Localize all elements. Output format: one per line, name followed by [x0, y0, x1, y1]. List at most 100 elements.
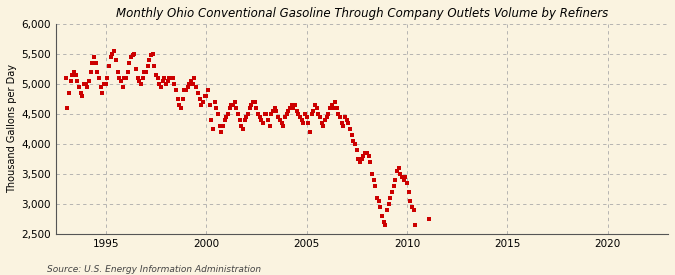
Point	[261, 112, 272, 116]
Point	[129, 52, 140, 56]
Point	[109, 49, 119, 53]
Point	[226, 103, 237, 107]
Point	[184, 82, 195, 86]
Point	[74, 85, 84, 89]
Point	[124, 61, 134, 65]
Point	[95, 85, 106, 89]
Point	[149, 64, 160, 68]
Point	[387, 190, 398, 194]
Point	[406, 205, 417, 209]
Point	[331, 106, 342, 110]
Point	[358, 154, 369, 158]
Point	[308, 109, 319, 113]
Point	[325, 106, 335, 110]
Point	[174, 103, 185, 107]
Point	[151, 73, 161, 77]
Point	[252, 112, 263, 116]
Point	[355, 160, 366, 164]
Point	[82, 85, 92, 89]
Point	[217, 124, 228, 128]
Point	[65, 79, 76, 83]
Point	[353, 157, 364, 161]
Point	[154, 82, 165, 86]
Point	[236, 124, 247, 128]
Point	[159, 76, 170, 80]
Point	[335, 115, 346, 119]
Point	[283, 109, 294, 113]
Point	[371, 196, 382, 200]
Point	[410, 223, 421, 227]
Point	[348, 139, 359, 143]
Point	[224, 106, 235, 110]
Point	[291, 109, 302, 113]
Point	[321, 115, 332, 119]
Point	[258, 121, 269, 125]
Point	[370, 184, 381, 188]
Point	[388, 184, 399, 188]
Title: Monthly Ohio Conventional Gasoline Through Company Outlets Volume by Refiners: Monthly Ohio Conventional Gasoline Throu…	[115, 7, 608, 20]
Point	[356, 157, 367, 161]
Point	[296, 118, 307, 122]
Point	[251, 106, 262, 110]
Point	[301, 115, 312, 119]
Point	[76, 91, 86, 95]
Point	[394, 166, 404, 170]
Point	[164, 76, 175, 80]
Point	[72, 79, 83, 83]
Point	[363, 154, 374, 158]
Point	[403, 190, 414, 194]
Point	[122, 70, 133, 74]
Point	[126, 55, 136, 59]
Point	[345, 127, 356, 131]
Point	[310, 103, 321, 107]
Point	[375, 205, 385, 209]
Point	[234, 118, 245, 122]
Y-axis label: Thousand Gallons per Day: Thousand Gallons per Day	[7, 64, 17, 193]
Point	[191, 85, 202, 89]
Point	[343, 121, 354, 125]
Point	[70, 73, 81, 77]
Point	[326, 103, 337, 107]
Point	[383, 202, 394, 206]
Point	[147, 52, 158, 56]
Point	[333, 112, 344, 116]
Point	[380, 223, 391, 227]
Point	[323, 112, 333, 116]
Point	[278, 124, 289, 128]
Point	[194, 97, 205, 101]
Point	[378, 220, 389, 224]
Point	[346, 133, 357, 137]
Point	[259, 112, 270, 116]
Point	[104, 64, 115, 68]
Point	[189, 76, 200, 80]
Point	[293, 112, 304, 116]
Point	[214, 124, 225, 128]
Point	[87, 61, 98, 65]
Point	[213, 112, 223, 116]
Point	[144, 58, 155, 62]
Point	[244, 106, 255, 110]
Point	[227, 103, 238, 107]
Point	[221, 115, 232, 119]
Point	[114, 76, 125, 80]
Point	[223, 112, 234, 116]
Point	[281, 112, 292, 116]
Point	[290, 103, 300, 107]
Point	[179, 88, 190, 92]
Point	[102, 76, 113, 80]
Point	[182, 85, 193, 89]
Point	[115, 79, 126, 83]
Point	[181, 88, 192, 92]
Point	[266, 112, 277, 116]
Point	[246, 103, 256, 107]
Point	[248, 100, 259, 104]
Point	[60, 76, 71, 80]
Point	[97, 91, 108, 95]
Point	[99, 82, 109, 86]
Point	[256, 118, 267, 122]
Point	[238, 127, 248, 131]
Point	[276, 121, 287, 125]
Point	[304, 130, 315, 134]
Point	[90, 61, 101, 65]
Point	[390, 178, 401, 182]
